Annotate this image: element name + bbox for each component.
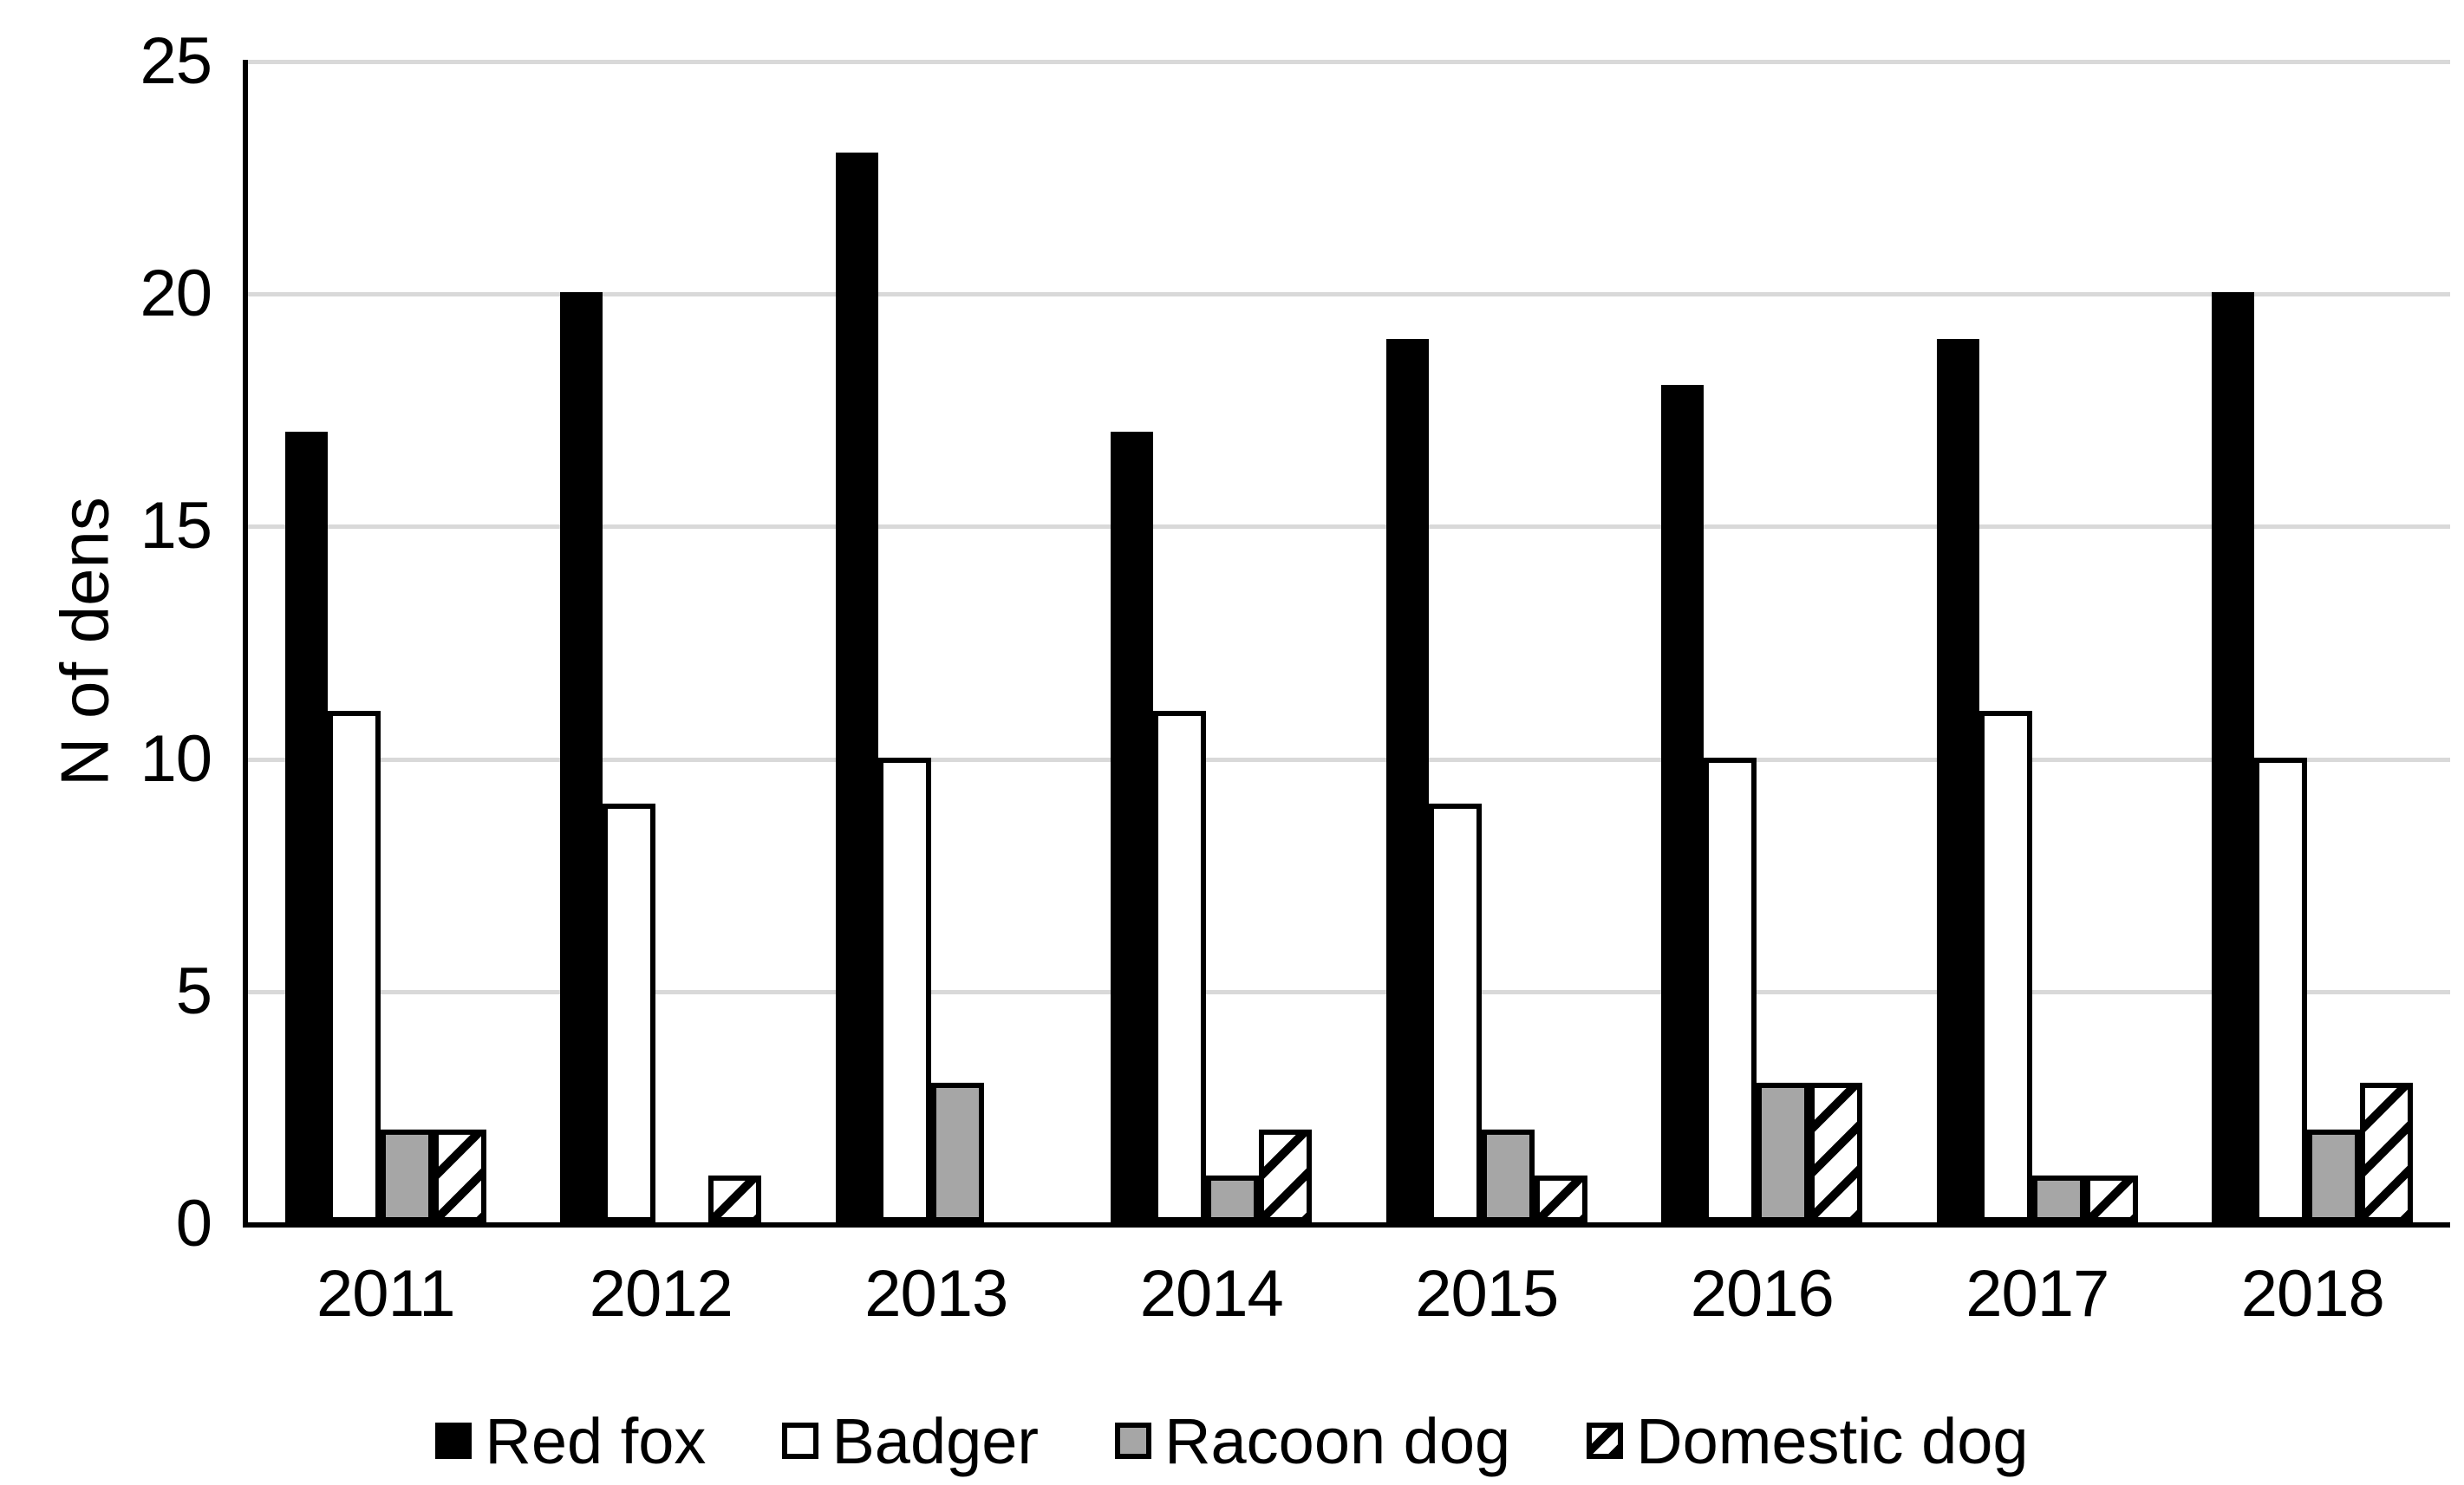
plot-area bbox=[243, 60, 2450, 1228]
x-tick-label-2013: 2013 bbox=[864, 1257, 1008, 1331]
bars-2017 bbox=[1936, 60, 2138, 1222]
bar-group-2012 bbox=[524, 60, 799, 1222]
bar-domestic-dog-2017 bbox=[2084, 1176, 2138, 1222]
gridline-5 bbox=[248, 989, 2450, 994]
bar-group-2018 bbox=[2175, 60, 2451, 1222]
legend-label-domestic-dog: Domestic dog bbox=[1636, 1404, 2029, 1477]
bars-2016 bbox=[1661, 60, 1863, 1222]
bar-badger-2017 bbox=[1978, 710, 2032, 1222]
legend-item-badger: Badger bbox=[782, 1404, 1039, 1478]
bars-2013 bbox=[835, 60, 1037, 1222]
bar-badger-2016 bbox=[1704, 757, 1757, 1222]
bar-badger-2014 bbox=[1153, 710, 1207, 1222]
y-axis-tick-labels: 0 5 10 15 20 25 bbox=[0, 0, 212, 1485]
bar-red-fox-2017 bbox=[1936, 338, 1979, 1222]
bar-red-fox-2016 bbox=[1661, 385, 1705, 1222]
bars-2015 bbox=[1385, 60, 1587, 1222]
bar-racoon-dog-2015 bbox=[1481, 1129, 1535, 1222]
bar-domestic-dog-2011 bbox=[433, 1129, 486, 1222]
y-tick-label-0: 0 bbox=[175, 1187, 212, 1260]
gridline-20 bbox=[248, 292, 2450, 297]
bar-group-2015 bbox=[1349, 60, 1625, 1222]
bar-domestic-dog-2012 bbox=[708, 1176, 762, 1222]
bars-2018 bbox=[2212, 60, 2414, 1222]
y-tick-label-20: 20 bbox=[140, 257, 212, 331]
bar-red-fox-2015 bbox=[1385, 338, 1429, 1222]
bar-red-fox-2011 bbox=[284, 432, 328, 1222]
y-tick-label-10: 10 bbox=[140, 721, 212, 796]
bars-2011 bbox=[284, 60, 486, 1222]
bar-racoon-dog-2014 bbox=[1206, 1176, 1260, 1222]
bar-racoon-dog-2013 bbox=[930, 1083, 984, 1222]
bar-group-2016 bbox=[1625, 60, 1900, 1222]
bar-group-2013 bbox=[799, 60, 1074, 1222]
legend-marker-racoon-dog bbox=[1115, 1423, 1152, 1459]
x-tick-label-2015: 2015 bbox=[1415, 1257, 1559, 1331]
legend-marker-domestic-dog bbox=[1587, 1423, 1624, 1459]
x-tick-label-2018: 2018 bbox=[2240, 1257, 2385, 1331]
bar-group-2011 bbox=[248, 60, 524, 1222]
bar-red-fox-2014 bbox=[1111, 432, 1154, 1222]
x-tick-label-2011: 2011 bbox=[316, 1257, 455, 1331]
gridline-25 bbox=[248, 60, 2450, 64]
x-tick-label-2012: 2012 bbox=[589, 1257, 733, 1331]
bar-domestic-dog-2015 bbox=[1534, 1176, 1587, 1222]
bar-racoon-dog-2018 bbox=[2307, 1129, 2361, 1222]
bar-racoon-dog-2017 bbox=[2031, 1176, 2085, 1222]
bar-racoon-dog-2016 bbox=[1757, 1083, 1810, 1222]
x-tick-label-2014: 2014 bbox=[1139, 1257, 1284, 1331]
legend-item-red-fox: Red fox bbox=[435, 1404, 706, 1478]
y-tick-label-5: 5 bbox=[175, 954, 212, 1028]
legend: Red fox Badger Racoon dog Domestic dog bbox=[0, 1397, 2464, 1484]
legend-item-racoon-dog: Racoon dog bbox=[1115, 1404, 1510, 1478]
bar-badger-2012 bbox=[603, 804, 656, 1222]
legend-marker-badger bbox=[782, 1423, 819, 1459]
bar-red-fox-2013 bbox=[835, 153, 878, 1222]
legend-item-domestic-dog: Domestic dog bbox=[1587, 1404, 2029, 1478]
bars-2012 bbox=[560, 60, 762, 1222]
legend-label-badger: Badger bbox=[831, 1404, 1040, 1477]
bar-group-2014 bbox=[1074, 60, 1350, 1222]
gridline-10 bbox=[248, 757, 2450, 762]
bar-groups bbox=[248, 60, 2450, 1222]
gridline-15 bbox=[248, 524, 2450, 530]
bar-domestic-dog-2014 bbox=[1259, 1129, 1313, 1222]
bar-racoon-dog-2011 bbox=[380, 1129, 433, 1222]
bar-badger-2015 bbox=[1428, 804, 1482, 1222]
x-tick-label-2017: 2017 bbox=[1965, 1257, 2109, 1331]
y-tick-label-25: 25 bbox=[140, 24, 212, 98]
bar-badger-2011 bbox=[327, 710, 381, 1222]
x-tick-label-2016: 2016 bbox=[1690, 1257, 1835, 1331]
legend-label-racoon-dog: Racoon dog bbox=[1164, 1404, 1511, 1477]
x-axis-tick-labels: 2011 2012 2013 2014 2015 2016 2017 2018 bbox=[248, 1255, 2450, 1333]
bar-group-2017 bbox=[1900, 60, 2175, 1222]
legend-marker-red-fox bbox=[435, 1423, 473, 1459]
bar-domestic-dog-2018 bbox=[2360, 1083, 2414, 1222]
y-tick-label-15: 15 bbox=[140, 489, 212, 563]
bar-domestic-dog-2016 bbox=[1809, 1083, 1863, 1222]
legend-label-red-fox: Red fox bbox=[485, 1404, 707, 1477]
bar-badger-2013 bbox=[877, 757, 931, 1222]
bars-2014 bbox=[1111, 60, 1313, 1222]
bar-badger-2018 bbox=[2254, 757, 2308, 1222]
bar-red-fox-2018 bbox=[2212, 292, 2255, 1222]
bar-red-fox-2012 bbox=[560, 292, 603, 1222]
